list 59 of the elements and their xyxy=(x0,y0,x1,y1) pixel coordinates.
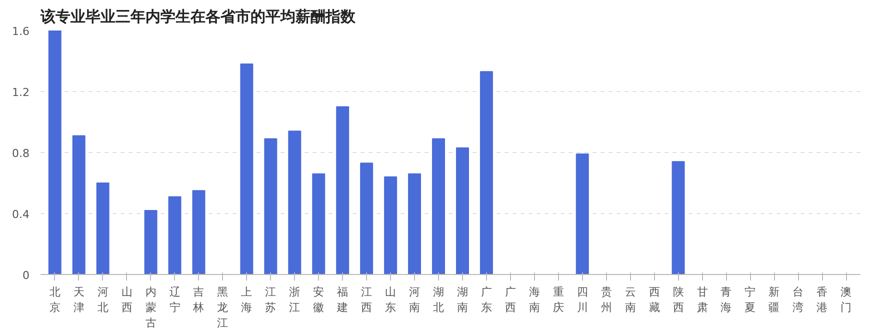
chart-title: 该专业毕业三年内学生在各省市的平均薪酬指数 xyxy=(40,8,356,26)
bar xyxy=(96,182,110,274)
bar xyxy=(672,161,685,274)
y-tick-label: 0.4 xyxy=(12,208,30,221)
y-tick-label: 0 xyxy=(22,269,30,282)
x-tick-label: 湖北 xyxy=(433,286,444,314)
x-tick-label: 辽宁 xyxy=(169,286,180,314)
x-tick-label: 江苏 xyxy=(265,286,276,314)
bar xyxy=(456,147,469,274)
x-tick-label: 安徽 xyxy=(313,286,324,314)
x-tick-label: 台湾 xyxy=(792,286,804,314)
bar xyxy=(312,173,326,274)
bar xyxy=(480,71,493,274)
x-tick-label: 河南 xyxy=(409,286,420,314)
x-tick-label: 四川 xyxy=(576,286,588,314)
x-tick-label: 甘肃 xyxy=(696,286,708,314)
bar xyxy=(288,130,302,274)
x-tick-label: 浙江 xyxy=(289,286,300,314)
x-tick-label: 澳门 xyxy=(840,286,852,314)
bar xyxy=(240,64,254,274)
x-tick-label: 黑龙江 xyxy=(217,286,228,330)
x-tick-label: 广西 xyxy=(504,286,516,314)
x-tick-label: 云南 xyxy=(624,286,636,314)
x-tick-label: 江西 xyxy=(361,286,372,314)
y-tick-label: 0.8 xyxy=(12,147,30,160)
bar xyxy=(192,190,206,274)
bar xyxy=(336,106,350,274)
x-tick-label: 内蒙古 xyxy=(145,286,156,330)
x-tick-label: 上海 xyxy=(241,286,252,314)
bar xyxy=(384,176,398,274)
x-tick-label: 北京 xyxy=(49,286,60,314)
x-tick-label: 宁夏 xyxy=(744,286,756,314)
x-tick-label: 新疆 xyxy=(768,286,780,314)
x-tick-label: 广东 xyxy=(480,286,492,314)
bar xyxy=(264,138,278,274)
y-tick-label: 1.6 xyxy=(12,25,30,38)
bar xyxy=(168,196,182,274)
x-tick-label: 河北 xyxy=(97,286,108,314)
x-tick-label: 山东 xyxy=(385,286,396,314)
y-tick-label: 1.2 xyxy=(12,86,30,99)
x-tick-label: 青海 xyxy=(720,286,732,314)
x-tick-label: 香港 xyxy=(816,286,828,314)
x-tick-label: 重庆 xyxy=(552,286,564,314)
x-tick-label: 陕西 xyxy=(672,286,684,314)
bar xyxy=(144,210,158,274)
bar xyxy=(360,162,374,274)
bar xyxy=(48,30,62,274)
x-tick-label: 山西 xyxy=(121,286,132,314)
x-tick-label: 海南 xyxy=(528,286,540,314)
bar xyxy=(432,138,446,274)
x-tick-label: 福建 xyxy=(336,286,348,314)
x-tick-label: 湖南 xyxy=(456,286,468,314)
bar xyxy=(408,173,422,274)
x-tick-label: 西藏 xyxy=(648,286,660,314)
bar xyxy=(576,154,589,274)
x-tick-label: 吉林 xyxy=(192,286,204,314)
x-tick-label: 天津 xyxy=(73,286,84,314)
x-tick-label: 贵州 xyxy=(600,286,612,314)
bar xyxy=(72,135,86,274)
